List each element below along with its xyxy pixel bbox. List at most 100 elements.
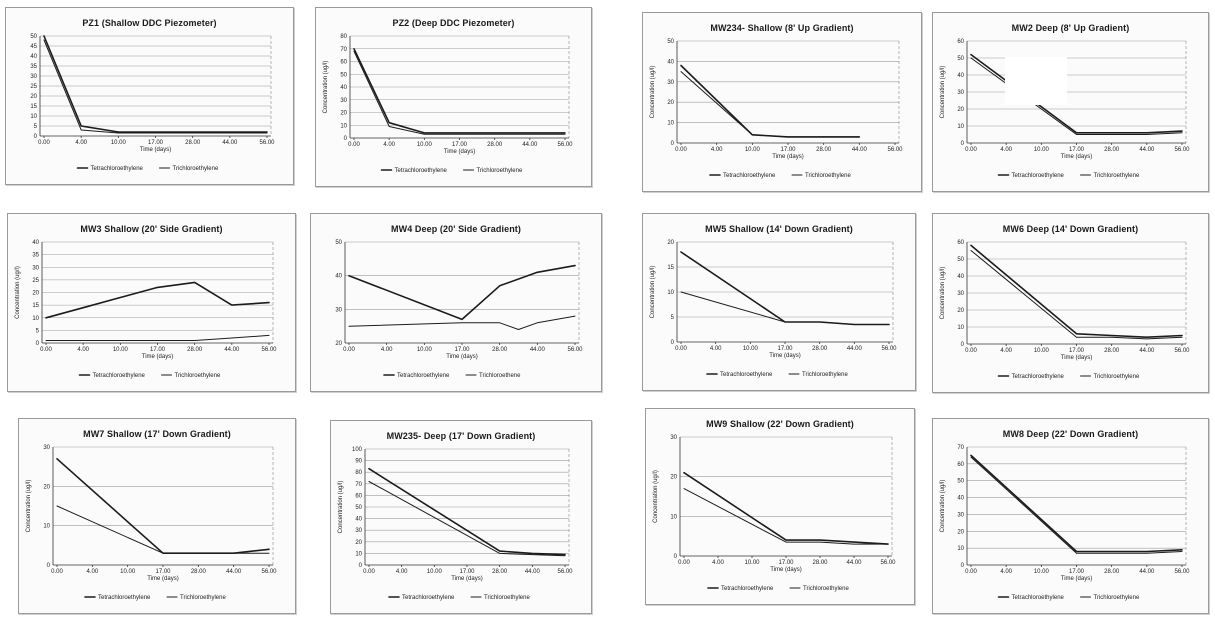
y-tick-label: 20 [667, 100, 674, 106]
y-tick-label: 25 [32, 278, 39, 284]
y-tick-label: 50 [957, 56, 964, 62]
x-tick-label: 56.00 [261, 347, 277, 353]
y-tick-label: 10 [957, 325, 964, 331]
chart-panel-mw4: MW4 Deep (20' Side Gradient) 20 30 40 50 0.00… [310, 213, 602, 392]
y-tick-label: 20 [957, 107, 964, 113]
chart-panel-mw7: MW7 Shallow (17' Down Gradient) 0 10 20 30 0.… [18, 418, 296, 614]
chart-title: PZ1 (Shallow DDC Piezometer) [82, 18, 216, 28]
x-tick-label: 28.00 [812, 346, 828, 352]
legend-label: Tetrachloroethylene [720, 372, 773, 378]
x-tick-label: 17.00 [150, 347, 166, 353]
x-tick-label: 28.00 [191, 569, 207, 575]
x-tick-label: 4.00 [711, 147, 723, 153]
chart-svg-mw7: MW7 Shallow (17' Down Gradient) 0 10 20 30 0.… [26, 429, 277, 601]
series-line-tetrachloroethylene [353, 47, 566, 134]
x-tick-label: 0.00 [343, 347, 355, 353]
x-tick-label: 0.00 [363, 569, 375, 575]
y-tick-label: 15 [32, 303, 39, 309]
y-axis-label: Concentration (ug/l) [940, 267, 946, 320]
x-tick-label: 10.00 [417, 142, 433, 148]
x-tick-label: 28.00 [492, 347, 508, 353]
x-tick-label: 4.00 [75, 140, 87, 146]
legend-label: Tetrachloroethylene [402, 595, 455, 601]
y-tick-label: 50 [667, 39, 674, 45]
series-line-tetrachloroethylene [680, 251, 890, 326]
chart-title: MW235- Deep (17' Down Gradient) [387, 431, 536, 441]
series-line-tetrachloroethylene [368, 467, 566, 556]
x-tick-label: 56.00 [880, 560, 896, 566]
y-tick-label: 50 [957, 479, 964, 485]
y-tick-label: 40 [340, 85, 347, 91]
legend-label: Tetrachloroethylene [397, 373, 450, 379]
x-tick-label: 17.00 [459, 569, 475, 575]
legend-label: Trichloroethylene [1094, 173, 1140, 179]
legend-label: Trichloroethylene [180, 595, 226, 601]
x-tick-label: 0.00 [40, 347, 52, 353]
x-tick-label: 56.00 [261, 569, 277, 575]
y-tick-label: 40 [30, 54, 37, 60]
legend-label: Trichloroethylene [803, 586, 849, 592]
x-tick-label: 10.00 [427, 569, 443, 575]
x-tick-label: 0.00 [965, 147, 977, 153]
series-line-trichloroethylene [348, 315, 576, 330]
y-tick-label: 90 [355, 459, 362, 465]
x-tick-label: 44.00 [224, 347, 240, 353]
x-tick-label: 44.00 [847, 346, 863, 352]
x-tick-label: 10.00 [744, 560, 760, 566]
x-tick-label: 10.00 [417, 347, 433, 353]
legend-label: Trichloroethylene [175, 373, 221, 379]
x-tick-label: 17.00 [780, 147, 796, 153]
series-line-tetrachloroethylene [683, 471, 889, 545]
y-tick-label: 0 [359, 563, 363, 569]
y-tick-label: 10 [667, 290, 674, 296]
y-tick-label: 35 [30, 64, 37, 70]
x-axis-label: Time (days) [444, 149, 475, 155]
chart-title: MW8 Deep (22' Down Gradient) [1003, 429, 1138, 439]
series-line-tetrachloroethylene [348, 264, 576, 321]
x-tick-label: 44.00 [226, 569, 242, 575]
y-tick-label: 30 [957, 291, 964, 297]
x-tick-label: 44.00 [522, 142, 538, 148]
series-line-tetrachloroethylene [970, 454, 1183, 553]
x-tick-label: 4.00 [1000, 569, 1012, 575]
legend-label: Tetrachloroethylene [1012, 374, 1065, 380]
y-axis-label: Concentration (ug/l) [15, 266, 21, 319]
x-axis-label: Time (days) [142, 354, 173, 360]
chart-panel-mw9: MW9 Shallow (22' Down Gradient) 0 10 20 30 0.… [645, 408, 915, 605]
y-tick-label: 0 [36, 341, 40, 347]
chart-svg-mw4: MW4 Deep (20' Side Gradient) 20 30 40 50 0.00… [335, 224, 583, 379]
y-tick-label: 10 [340, 123, 347, 129]
y-tick-label: 60 [957, 39, 964, 45]
y-tick-label: 50 [335, 240, 342, 246]
y-tick-label: 5 [671, 315, 675, 321]
x-tick-label: 17.00 [452, 142, 468, 148]
y-axis-label: Concentration (ug/l) [940, 480, 946, 533]
x-tick-label: 10.00 [1034, 147, 1050, 153]
x-tick-label: 44.00 [525, 569, 541, 575]
x-tick-label: 28.00 [185, 140, 201, 146]
x-tick-label: 4.00 [396, 569, 408, 575]
y-tick-label: 40 [355, 517, 362, 523]
series-line-tetrachloroethylene [970, 53, 1183, 134]
x-tick-label: 0.00 [51, 569, 63, 575]
y-tick-label: 60 [957, 462, 964, 468]
y-tick-label: 50 [30, 34, 37, 40]
y-tick-label: 40 [32, 240, 39, 246]
y-tick-label: 50 [957, 257, 964, 263]
chart-title: PZ2 (Deep DDC Piezometer) [392, 18, 514, 28]
series-line-trichloroethylene [970, 57, 1183, 135]
chart-title: MW6 Deep (14' Down Gradient) [1003, 224, 1138, 234]
x-tick-label: 56.00 [1174, 348, 1190, 354]
y-tick-label: 30 [355, 528, 362, 534]
x-tick-label: 4.00 [1000, 348, 1012, 354]
x-tick-label: 0.00 [348, 142, 360, 148]
x-tick-label: 28.00 [492, 569, 508, 575]
x-tick-label: 10.00 [120, 569, 136, 575]
legend-label: Tetrachloroethylene [91, 166, 144, 172]
y-tick-label: 0 [961, 563, 965, 569]
chart-title: MW2 Deep (8' Up Gradient) [1012, 23, 1130, 33]
y-tick-label: 5 [36, 328, 40, 334]
x-tick-label: 56.00 [1174, 569, 1190, 575]
x-tick-label: 10.00 [1034, 348, 1050, 354]
